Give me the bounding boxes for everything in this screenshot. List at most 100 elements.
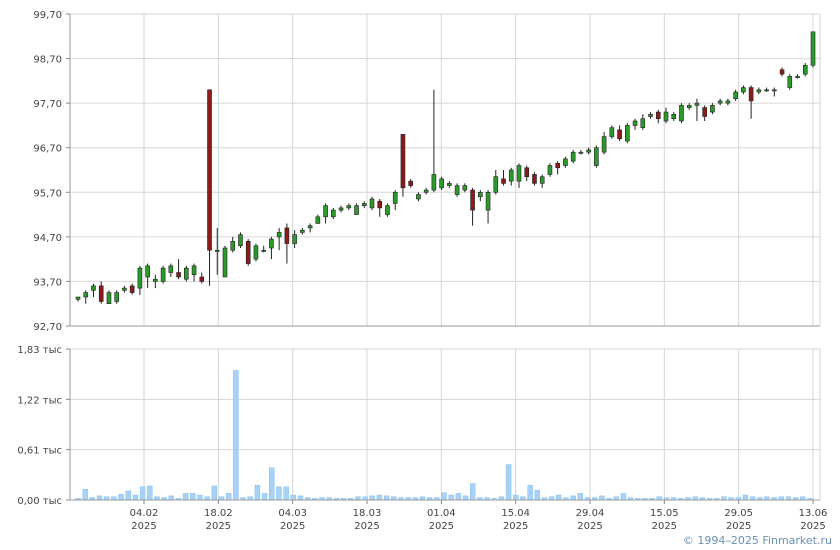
x-tick-label-year: 2025 [206, 521, 231, 532]
volume-bar [470, 483, 476, 501]
volume-bar [147, 485, 153, 501]
volume-bar [197, 494, 203, 501]
x-tick-label-day: 18.03 [353, 508, 382, 519]
volume-bar [556, 494, 562, 501]
volume-bar [211, 485, 218, 501]
candle-body [625, 125, 630, 142]
candle-body [191, 265, 197, 276]
candle-body [75, 296, 81, 300]
candlestick [779, 67, 785, 77]
x-tick-label-day: 04.03 [278, 508, 307, 519]
candlestick [694, 98, 700, 121]
price-tick-label: 98,70 [33, 55, 62, 66]
candlestick [470, 187, 475, 226]
x-tick-label-day: 29.05 [724, 508, 753, 519]
volume-bar [139, 486, 146, 501]
candle-body [106, 292, 112, 305]
volume-bar [577, 493, 584, 501]
candle-body [787, 76, 793, 88]
candle-body [555, 163, 560, 169]
candle-body [423, 189, 429, 193]
candle-body [230, 241, 236, 251]
candle-body [276, 232, 282, 238]
candlestick [83, 290, 89, 304]
candle-body [802, 64, 808, 75]
candle-body [400, 134, 406, 189]
candle-body [199, 276, 205, 282]
candle-body [98, 285, 104, 302]
candle-body [694, 102, 700, 106]
candlestick [331, 207, 336, 220]
candlestick [725, 98, 731, 106]
candle-body [331, 209, 336, 218]
candlestick [361, 201, 367, 208]
candlestick [655, 109, 661, 124]
volume-bar [226, 493, 232, 501]
candle-body [392, 191, 398, 204]
candlestick [214, 227, 220, 275]
candlestick [547, 163, 553, 177]
x-tick-label-day: 15.05 [650, 508, 679, 519]
candlestick [563, 156, 568, 168]
candlestick [300, 227, 305, 235]
candle-body [563, 158, 568, 166]
candle-body [632, 120, 638, 126]
candlestick [501, 170, 506, 186]
candlestick [447, 181, 452, 188]
candle-body [137, 267, 143, 289]
x-tick-label-day: 18.02 [204, 508, 233, 519]
candle-body [570, 151, 576, 162]
candle-body [756, 89, 762, 93]
candle-body [741, 87, 746, 93]
candlestick [369, 196, 375, 211]
candle-body [346, 205, 352, 209]
price-tick-label: 96,70 [33, 144, 62, 155]
candle-body [547, 165, 553, 175]
candle-body [377, 200, 383, 209]
volume-bar [82, 489, 88, 501]
x-tick-label-day: 13.06 [799, 508, 828, 519]
candlestick [617, 125, 622, 142]
volume-bar [276, 486, 282, 501]
volume-bar [505, 464, 512, 501]
x-tick-label-year: 2025 [652, 521, 677, 532]
candlestick [230, 236, 236, 253]
candle-body [532, 174, 537, 184]
candlestick [137, 265, 143, 295]
volume-bar [290, 494, 296, 501]
candlestick [98, 281, 104, 304]
volume-tick-label: 1,83 тыс [17, 345, 62, 356]
candle-body [145, 265, 150, 278]
candlestick [717, 98, 723, 106]
candlestick [710, 103, 715, 115]
candlestick [810, 31, 816, 68]
candle-body [524, 167, 530, 177]
candle-body [214, 249, 220, 252]
candle-body [83, 292, 89, 298]
candle-body [307, 225, 313, 229]
candlestick [462, 183, 468, 193]
candlestick [122, 285, 127, 293]
price-tick-label: 99,70 [33, 10, 62, 21]
candle-body [539, 176, 545, 184]
candle-body [640, 118, 646, 128]
candlestick [408, 178, 413, 188]
candle-body [114, 292, 119, 302]
candle-body [129, 285, 135, 293]
volume-bar [570, 495, 576, 501]
candlestick [679, 103, 684, 124]
candle-body [361, 203, 367, 206]
volume-bar [269, 467, 275, 501]
candle-body [184, 267, 189, 280]
candle-body [617, 129, 622, 140]
candlestick [586, 147, 591, 155]
candlestick [733, 89, 738, 101]
volume-bar [182, 493, 189, 501]
candlestick [184, 265, 189, 282]
volume-bar [118, 494, 124, 501]
candlestick [764, 87, 769, 92]
candle-body [679, 105, 684, 122]
x-tick-label-year: 2025 [726, 521, 751, 532]
candlestick [609, 125, 615, 139]
volume-bar [190, 493, 196, 501]
